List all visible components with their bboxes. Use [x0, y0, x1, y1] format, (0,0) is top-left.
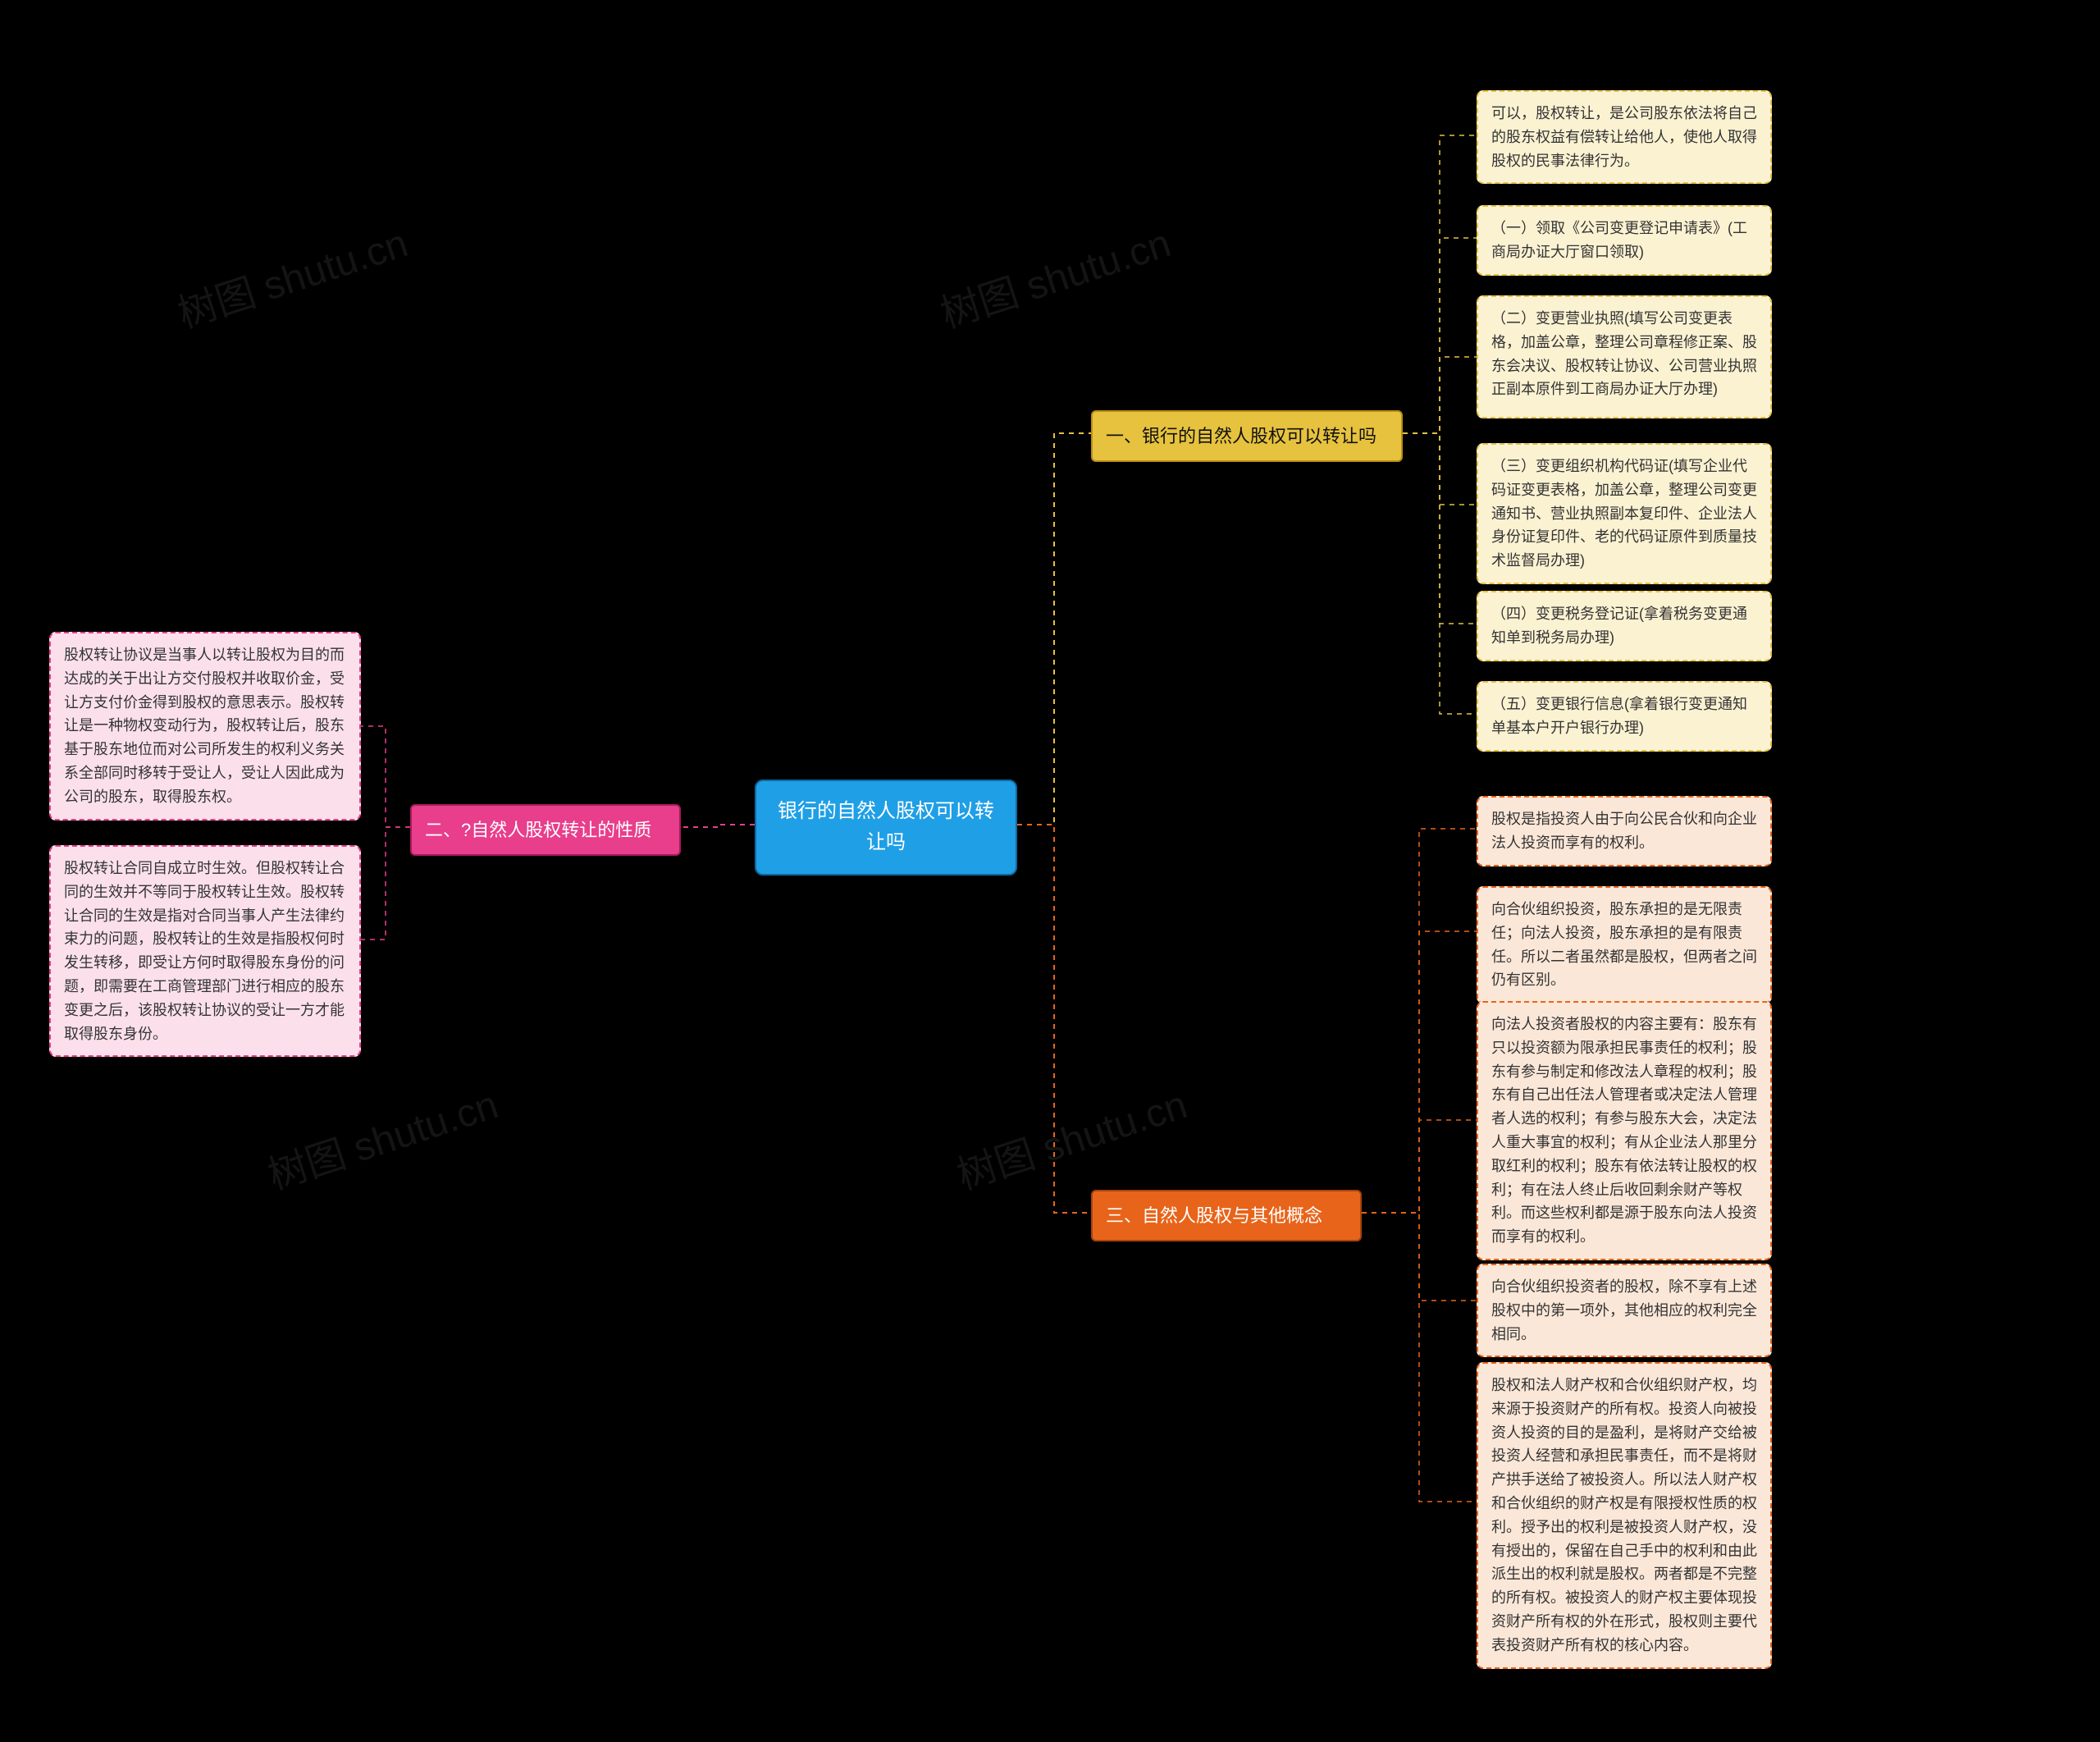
leaf-text: （一）领取《公司变更登记申请表》(工商局办证大厅窗口领取)	[1491, 220, 1747, 260]
leaf-text: 股权转让协议是当事人以转让股权为目的而达成的关于出让方交付股权并收取价金，受让方…	[64, 647, 345, 805]
leaf-text: 向法人投资者股权的内容主要有：股东有只以投资额为限承担民事责任的权利；股东有参与…	[1491, 1016, 1757, 1245]
leaf-text: 股权是指投资人由于向公民合伙和向企业法人投资而享有的权利。	[1491, 811, 1757, 851]
leaf-node[interactable]: 向合伙组织投资者的股权，除不享有上述股权中的第一项外，其他相应的权利完全相同。	[1477, 1264, 1772, 1357]
leaf-text: （二）变更营业执照(填写公司变更表格，加盖公章，整理公司章程修正案、股东会决议、…	[1491, 310, 1757, 397]
leaf-node[interactable]: （一）领取《公司变更登记申请表》(工商局办证大厅窗口领取)	[1477, 205, 1772, 276]
branch-node-b1[interactable]: 一、银行的自然人股权可以转让吗	[1091, 410, 1403, 462]
leaf-node[interactable]: 向合伙组织投资，股东承担的是无限责任；向法人投资，股东承担的是有限责任。所以二者…	[1477, 886, 1772, 1004]
leaf-text: 股权转让合同自成立时生效。但股权转让合同的生效并不等同于股权转让生效。股权转让合…	[64, 860, 345, 1042]
leaf-text: 股权和法人财产权和合伙组织财产权，均来源于投资财产的所有权。投资人向被投资人投资…	[1491, 1377, 1757, 1653]
leaf-text: 向合伙组织投资者的股权，除不享有上述股权中的第一项外，其他相应的权利完全相同。	[1491, 1278, 1757, 1342]
branch-node-b2[interactable]: 二、?自然人股权转让的性质	[410, 804, 681, 856]
leaf-node[interactable]: 股权是指投资人由于向公民合伙和向企业法人投资而享有的权利。	[1477, 796, 1772, 866]
watermark: 树图 shutu.cn	[932, 211, 1176, 339]
leaf-node[interactable]: （三）变更组织机构代码证(填写企业代码证变更表格，加盖公章，整理公司变更通知书、…	[1477, 443, 1772, 584]
leaf-text: （三）变更组织机构代码证(填写企业代码证变更表格，加盖公章，整理公司变更通知书、…	[1491, 458, 1757, 569]
leaf-node[interactable]: 股权转让合同自成立时生效。但股权转让合同的生效并不等同于股权转让生效。股权转让合…	[49, 845, 361, 1057]
root-node[interactable]: 银行的自然人股权可以转让吗	[755, 780, 1017, 876]
leaf-node[interactable]: 股权和法人财产权和合伙组织财产权，均来源于投资财产的所有权。投资人向被投资人投资…	[1477, 1362, 1772, 1669]
watermark: 树图 shutu.cn	[169, 211, 413, 339]
leaf-text: （五）变更银行信息(拿着银行变更通知单基本户开户银行办理)	[1491, 696, 1747, 736]
leaf-node[interactable]: 可以，股权转让，是公司股东依法将自己的股东权益有偿转让给他人，使他人取得股权的民…	[1477, 90, 1772, 184]
branch-label: 一、银行的自然人股权可以转让吗	[1106, 426, 1376, 446]
watermark: 树图 shutu.cn	[948, 1072, 1193, 1200]
leaf-text: 向合伙组织投资，股东承担的是无限责任；向法人投资，股东承担的是有限责任。所以二者…	[1491, 901, 1757, 988]
mindmap-stage: 树图 shutu.cn 树图 shutu.cn 树图 shutu.cn 树图 shut…	[0, 0, 2100, 1742]
leaf-text: （四）变更税务登记证(拿着税务变更通知单到税务局办理)	[1491, 606, 1747, 646]
root-label: 银行的自然人股权可以转让吗	[778, 800, 994, 853]
branch-label: 三、自然人股权与其他概念	[1106, 1205, 1322, 1226]
branch-label: 二、?自然人股权转让的性质	[425, 820, 651, 840]
leaf-text: 可以，股权转让，是公司股东依法将自己的股东权益有偿转让给他人，使他人取得股权的民…	[1491, 105, 1757, 169]
leaf-node[interactable]: （二）变更营业执照(填写公司变更表格，加盖公章，整理公司章程修正案、股东会决议、…	[1477, 295, 1772, 418]
watermark: 树图 shutu.cn	[259, 1072, 504, 1200]
leaf-node[interactable]: （五）变更银行信息(拿着银行变更通知单基本户开户银行办理)	[1477, 681, 1772, 752]
leaf-node[interactable]: （四）变更税务登记证(拿着税务变更通知单到税务局办理)	[1477, 591, 1772, 661]
leaf-node[interactable]: 向法人投资者股权的内容主要有：股东有只以投资额为限承担民事责任的权利；股东有参与…	[1477, 1001, 1772, 1260]
branch-node-b3[interactable]: 三、自然人股权与其他概念	[1091, 1190, 1362, 1241]
leaf-node[interactable]: 股权转让协议是当事人以转让股权为目的而达成的关于出让方交付股权并收取价金，受让方…	[49, 632, 361, 821]
